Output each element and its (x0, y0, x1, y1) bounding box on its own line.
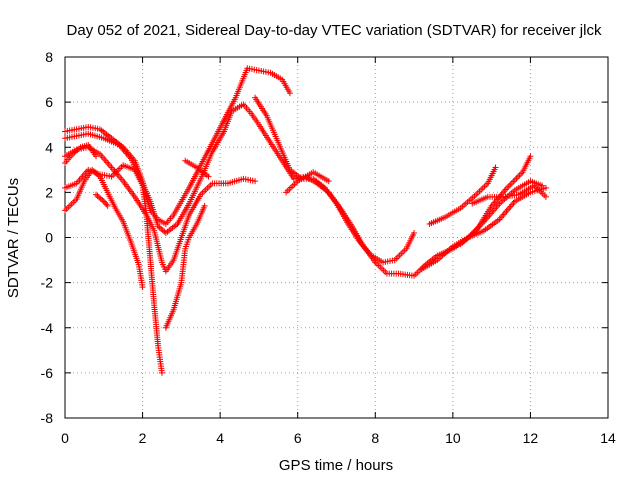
y-tick-label: 6 (45, 94, 53, 110)
data-point (104, 202, 111, 209)
data-point (507, 181, 514, 188)
y-tick-label: 4 (45, 139, 53, 155)
data-point (97, 195, 104, 202)
data-point (94, 192, 101, 199)
data-point (516, 172, 523, 179)
series-track-10 (182, 157, 212, 180)
x-tick-label: 0 (61, 430, 69, 446)
series-track-15 (469, 182, 549, 207)
data-point (201, 202, 208, 209)
data-point (96, 194, 103, 201)
data-point (513, 175, 520, 182)
x-tick-label: 14 (600, 430, 616, 446)
data-point (286, 90, 293, 97)
y-tick-label: 0 (45, 230, 53, 246)
data-point (505, 183, 512, 190)
data-point (139, 284, 146, 291)
y-tick-label: -2 (41, 275, 54, 291)
data-point (159, 227, 166, 234)
y-tick-label: -8 (41, 410, 54, 426)
data-point (542, 193, 549, 200)
data-point (510, 178, 517, 185)
x-tick-label: 4 (216, 430, 224, 446)
y-tick-label: 8 (45, 49, 53, 65)
data-point (527, 153, 534, 160)
series-track-1 (62, 65, 293, 227)
series-track-5 (62, 162, 165, 376)
data-points (62, 65, 549, 376)
data-point (542, 184, 549, 191)
tick-labels: 0 2 4 6 8 10 12 14 -8 -6 -4 -2 0 2 4 6 8 (41, 49, 616, 446)
data-point (515, 173, 522, 180)
data-point (99, 197, 106, 204)
data-point (508, 180, 515, 187)
series-track-14 (457, 153, 534, 248)
y-tick-label: 2 (45, 184, 53, 200)
data-point (252, 178, 259, 185)
chart-title: Day 052 of 2021, Sidereal Day-to-day VTE… (67, 22, 602, 39)
series-track-11 (283, 169, 332, 196)
series-track-13 (426, 164, 499, 227)
data-point (325, 178, 332, 185)
data-point (205, 173, 212, 180)
x-tick-label: 2 (139, 430, 147, 446)
data-point (93, 153, 100, 160)
series-track-4 (62, 141, 100, 167)
x-axis-label: GPS time / hours (279, 457, 393, 474)
x-tick-label: 6 (294, 430, 302, 446)
x-tick-label: 10 (445, 430, 461, 446)
series-track-9 (252, 94, 418, 266)
data-point (158, 225, 165, 232)
axis-ticks (64, 56, 609, 419)
series-track-3 (62, 144, 259, 275)
x-tick-label: 12 (523, 430, 539, 446)
series-track-7 (93, 191, 111, 209)
y-axis-label: SDTVAR / TECUs (5, 178, 22, 298)
series-track-6 (62, 166, 146, 291)
grid (65, 57, 608, 418)
data-point (511, 176, 518, 183)
data-point (158, 369, 165, 376)
plot-frame (64, 56, 609, 419)
data-point (411, 229, 418, 236)
y-tick-label: -6 (41, 365, 54, 381)
data-point (492, 164, 499, 171)
x-tick-label: 8 (371, 430, 379, 446)
series-track-8 (162, 202, 208, 331)
y-tick-label: -4 (41, 320, 54, 336)
